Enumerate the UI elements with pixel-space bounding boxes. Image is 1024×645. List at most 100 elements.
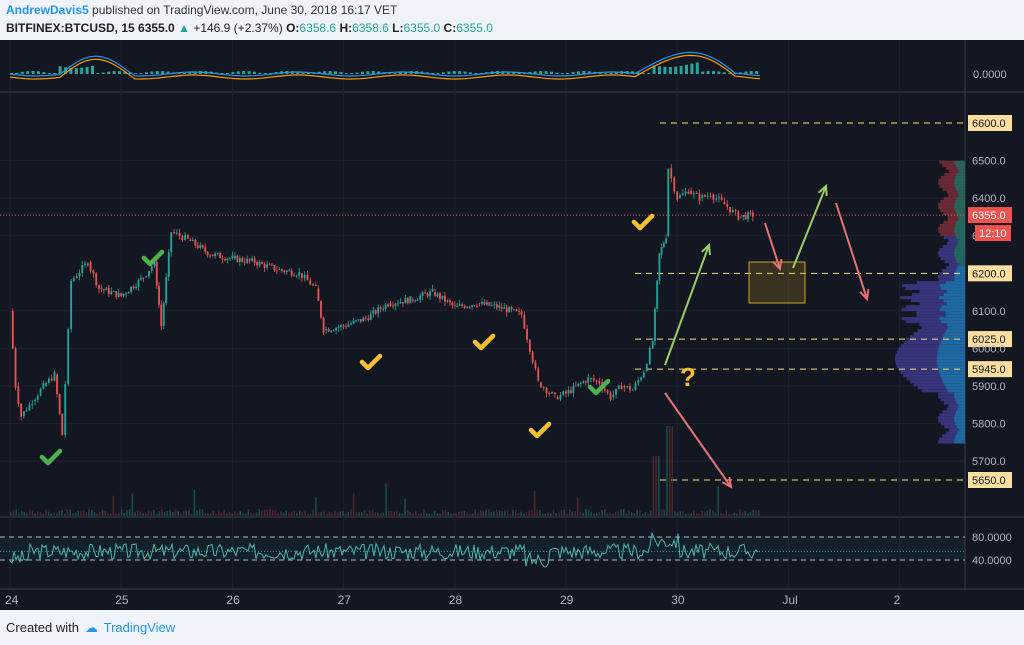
volume-bar <box>496 509 498 516</box>
macd-histogram-bar <box>663 66 667 74</box>
macd-axis-tick: 0.0000 <box>973 69 1007 81</box>
macd-histogram-bar <box>242 71 246 74</box>
macd-histogram-bar <box>328 71 332 74</box>
volume-bar <box>347 511 350 516</box>
volume-bar <box>641 513 644 516</box>
arrow-icon <box>664 392 732 488</box>
volume-bar <box>601 510 603 516</box>
candle-body <box>471 305 473 307</box>
candle-body <box>626 386 629 388</box>
candle-body <box>175 232 178 234</box>
macd-histogram-bar <box>74 67 78 74</box>
macd-histogram-bar <box>701 71 705 74</box>
volume-bar <box>69 509 71 516</box>
volume-bar <box>647 513 649 516</box>
volume-bar <box>433 510 436 516</box>
candle-body <box>150 266 153 271</box>
macd-histogram-bar <box>58 66 62 74</box>
candle-body <box>595 380 598 382</box>
volume-profile-bar <box>937 353 965 357</box>
volume-bar <box>617 511 620 516</box>
candle-body <box>446 300 449 302</box>
volume-bar <box>304 510 306 516</box>
volume-bar <box>695 512 698 516</box>
candle-body <box>263 263 266 268</box>
volume-bar <box>447 512 449 516</box>
volume-bar <box>185 510 188 516</box>
volume-bar <box>698 513 701 516</box>
candle-body <box>739 216 742 218</box>
volume-bar <box>644 512 647 516</box>
candle-body <box>518 310 520 312</box>
author-link[interactable]: AndrewDavis5 <box>6 3 89 17</box>
level-label-bg <box>968 115 1012 131</box>
candle-body <box>424 292 427 294</box>
candle-body <box>78 272 81 277</box>
volume-bar <box>749 512 752 516</box>
candle-body <box>515 309 518 311</box>
volume-profile-bar <box>938 275 965 279</box>
volume-bar <box>512 509 514 516</box>
candle-body <box>409 296 412 304</box>
candle-body <box>285 270 288 273</box>
candle-body <box>648 347 651 365</box>
candle-body <box>374 310 377 314</box>
volume-bar <box>458 511 460 516</box>
volume-bar <box>514 510 517 516</box>
chart-area[interactable]: 0.0000 6600.0 6200.0 6025.0 5945.0 5650.0 6500… <box>0 40 1024 610</box>
candle-body <box>658 253 661 281</box>
volume-bar <box>747 513 749 516</box>
volume-profile-bar <box>945 311 965 315</box>
macd-histogram-bar <box>231 72 235 74</box>
close-value: 6355.0 <box>456 21 493 35</box>
candle-body <box>283 270 286 273</box>
macd-histogram-bar <box>269 72 273 74</box>
candle-body <box>542 387 545 389</box>
volume-profile-bar <box>946 242 965 246</box>
volume-profile-bar <box>939 308 965 312</box>
volume-profile-bar <box>956 410 965 414</box>
volume-bar <box>757 510 760 516</box>
volume-bar <box>53 512 55 516</box>
volume-profile-bar <box>946 166 965 170</box>
tradingview-link[interactable]: TradingView <box>103 620 176 635</box>
volume-bar <box>42 513 44 516</box>
volume-bar <box>736 513 738 516</box>
tradingview-logo-icon[interactable]: ☁ <box>84 620 98 635</box>
candle-body <box>537 368 540 381</box>
volume-bar <box>455 513 458 516</box>
volume-bar <box>61 509 63 516</box>
volume-bar <box>301 512 304 516</box>
volume-bar <box>355 512 358 516</box>
macd-histogram-bar <box>296 71 300 74</box>
question-mark-annotation: ? <box>680 362 696 392</box>
volume-bar <box>493 511 495 516</box>
volume-profile-bar <box>895 356 965 360</box>
candle-body <box>160 304 163 327</box>
candle-body <box>579 383 582 384</box>
volume-profile-bar <box>943 335 965 339</box>
volume-bar <box>180 513 182 516</box>
macd-histogram-bar <box>139 73 143 74</box>
macd-histogram-bar <box>717 71 721 74</box>
price-axis-tick: 6100.0 <box>972 306 1006 318</box>
macd-histogram-bar <box>425 72 429 74</box>
candle-body <box>231 255 234 258</box>
rsi-axis-tick: 40.0000 <box>972 555 1012 567</box>
macd-histogram-bar <box>301 72 305 74</box>
volume-bar <box>139 511 142 516</box>
volume-profile-bar <box>954 178 965 182</box>
volume-bar <box>250 513 252 516</box>
volume-bar <box>579 511 582 516</box>
volume-profile-bar <box>945 281 965 285</box>
checkmark-icon <box>141 249 165 267</box>
low-label: L: <box>392 21 404 35</box>
volume-bar <box>506 510 509 516</box>
candle-body <box>306 274 309 281</box>
volume-bar <box>199 509 201 516</box>
candle-body <box>503 307 506 309</box>
candle-body <box>612 394 615 398</box>
candle-body <box>201 245 204 248</box>
volume-bar <box>96 513 98 516</box>
volume-profile-bar <box>942 163 965 167</box>
